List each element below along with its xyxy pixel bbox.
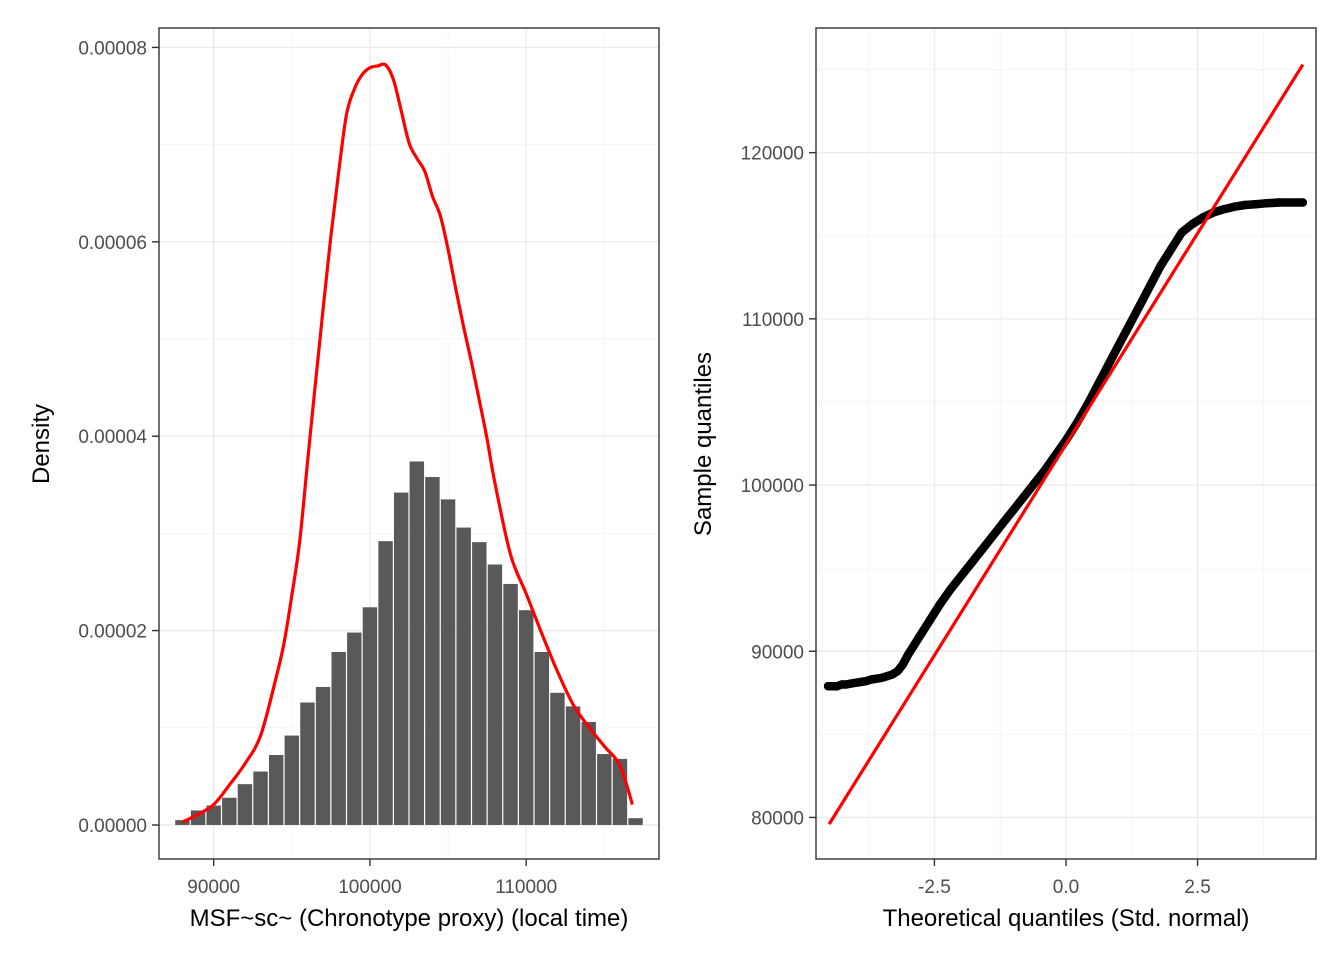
histogram-bar (581, 721, 596, 825)
histogram-y-tick-label: 0.00008 (78, 38, 147, 59)
histogram-bar (425, 477, 440, 825)
histogram-bar (393, 492, 409, 825)
histogram-bar (237, 784, 253, 825)
qq-y-axis-title: Sample quantiles (690, 352, 717, 536)
qq-x-axis-title: Theoretical quantiles (Std. normal) (883, 905, 1250, 932)
histogram-bar (597, 754, 612, 825)
histogram-panel-border (158, 27, 660, 860)
histogram-bar (253, 771, 268, 825)
qq-y-tick-label: 120000 (741, 144, 804, 165)
histogram-bar (331, 651, 346, 825)
density-curve (181, 62, 634, 824)
qq-x-tick-label: 0.0 (1053, 877, 1079, 898)
histogram-bar (518, 610, 534, 825)
qq-y-tick-label: 80000 (751, 808, 804, 829)
qq-y-tick-label: 100000 (741, 476, 804, 497)
histogram-bar (550, 692, 565, 825)
histogram-bar (565, 706, 581, 825)
histogram-bar (628, 818, 643, 825)
histogram-y-tick-label: 0.00006 (78, 233, 147, 254)
histogram-bar (206, 805, 221, 825)
histogram-bar (534, 651, 550, 825)
qq-point-band (823, 198, 1308, 691)
histogram-bar (487, 564, 503, 825)
histogram-y-tick-label: 0.00000 (78, 816, 147, 837)
histogram-bar (362, 607, 378, 825)
histogram-panel: 90000 100000 110000 0.00000 0.00002 0.00004 0… (28, 27, 660, 932)
histogram-y-axis-title: Density (28, 404, 55, 484)
histogram-bar (472, 542, 487, 825)
histogram-bar (300, 702, 315, 825)
qq-panel: -2.5 0.0 2.5 8000090000100000110000120000 … (690, 27, 1317, 932)
histogram-bar (503, 583, 518, 825)
histogram-bar (284, 735, 300, 825)
qq-y-tick-label: 90000 (751, 642, 804, 663)
histogram-bar (222, 797, 237, 825)
histogram-y-tick-label: 0.00004 (78, 427, 147, 448)
histogram-x-tick-label: 90000 (187, 877, 240, 898)
histogram-y-tick-label: 0.00002 (78, 622, 147, 643)
histogram-bar (347, 632, 362, 825)
histogram-x-axis-title: MSF~sc~ (Chronotype proxy) (local time) (190, 905, 629, 932)
qq-y-tick-label: 110000 (742, 310, 804, 331)
qq-x-tick-label: 2.5 (1184, 877, 1210, 898)
qq-x-tick-label: -2.5 (918, 877, 951, 898)
histogram-x-tick-label: 100000 (338, 877, 401, 898)
histogram-bar (268, 755, 284, 825)
histogram-bar (409, 461, 425, 825)
histogram-bar (378, 541, 393, 825)
histogram-bar (315, 686, 331, 825)
histogram-bar (175, 820, 190, 825)
histogram-bar (456, 527, 471, 825)
qq-reference-line (827, 63, 1305, 825)
histogram-bar (440, 499, 456, 825)
histogram-x-tick-label: 110000 (495, 877, 557, 898)
